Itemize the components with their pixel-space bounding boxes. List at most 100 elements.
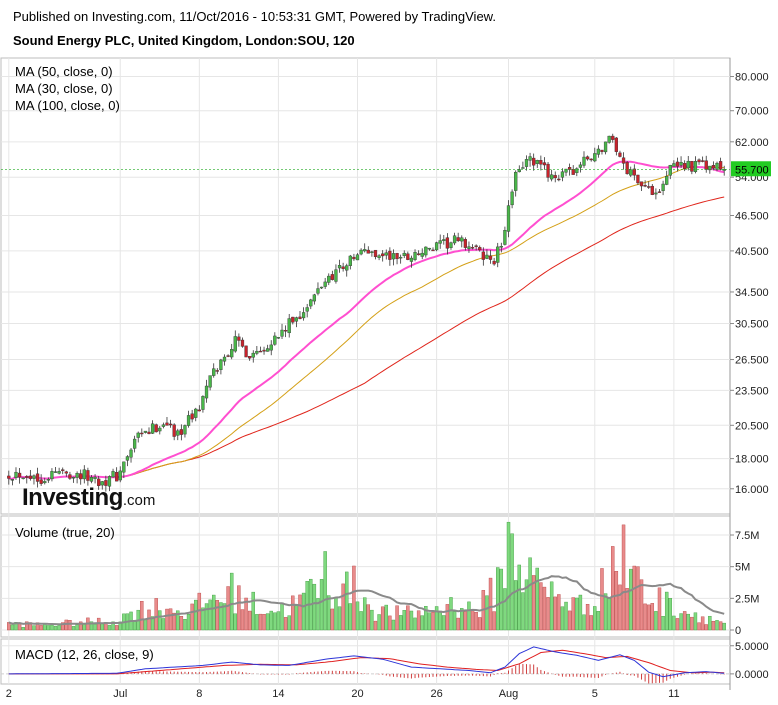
candle-body: [639, 181, 644, 187]
volume-bar: [521, 592, 525, 631]
candle-body: [395, 253, 399, 260]
candle-body: [64, 471, 68, 474]
volume-bar: [664, 591, 669, 631]
volume-bar: [718, 621, 723, 631]
volume-bar: [456, 617, 460, 631]
volume-bar: [204, 603, 209, 631]
candle-body: [46, 479, 50, 481]
candle-body: [309, 299, 313, 307]
volume-ma-line: [8, 575, 725, 626]
price-tick-label: 70.000: [735, 106, 769, 118]
volume-bar: [176, 610, 180, 631]
volume-bar: [424, 606, 428, 631]
candle-body: [276, 337, 281, 339]
volume-bar: [366, 604, 371, 631]
candle-body: [578, 164, 583, 168]
candle-body: [154, 424, 158, 433]
candle-body: [373, 249, 378, 258]
candle-body: [391, 253, 396, 260]
candle-body: [118, 470, 122, 481]
candle-body: [686, 160, 690, 169]
candle-body: [327, 275, 331, 283]
volume-bar: [345, 571, 349, 631]
volume-bar: [283, 617, 288, 631]
volume-bar: [319, 579, 324, 631]
candle-body: [370, 251, 374, 253]
volume-bar: [384, 604, 388, 631]
time-tick-label: 26: [430, 688, 442, 700]
candle-body: [589, 158, 593, 161]
volume-bar: [517, 564, 521, 631]
volume-tick-label: 2.5M: [735, 593, 759, 605]
published-caption: Published on Investing.com, 11/Oct/2016 …: [13, 9, 496, 24]
volume-bar: [571, 597, 575, 631]
candle-body: [542, 162, 547, 166]
volume-bar: [226, 586, 230, 631]
volume-bar: [265, 613, 270, 631]
candle-body: [287, 318, 291, 334]
volume-bar: [686, 613, 690, 631]
candle-body: [553, 175, 557, 179]
candle-body: [424, 246, 428, 256]
candle-body: [406, 253, 410, 260]
price-tick-label: 23.500: [735, 385, 769, 397]
candle-body: [345, 265, 349, 271]
candle-body: [524, 159, 529, 167]
candle-body: [258, 350, 263, 353]
candle-body: [53, 471, 58, 473]
volume-bar: [542, 586, 547, 631]
candle-body: [352, 256, 356, 260]
volume-bar: [229, 572, 234, 631]
price-tick-label: 62.000: [735, 137, 769, 149]
volume-bar: [111, 621, 115, 631]
candle-body: [330, 274, 334, 280]
volume-bar: [258, 613, 263, 631]
volume-bar: [337, 606, 342, 631]
candle-body: [158, 427, 162, 432]
candle-body: [348, 255, 352, 266]
candle-body: [176, 430, 180, 436]
candle-body: [614, 137, 618, 152]
candle-body: [57, 471, 61, 474]
volume-bar: [398, 615, 403, 631]
candle-body: [265, 348, 270, 352]
price-tick-label: 18.000: [735, 454, 769, 466]
volume-bar: [593, 606, 597, 631]
candle-body: [104, 480, 108, 486]
candle-body: [517, 169, 521, 173]
candle-body: [718, 161, 723, 170]
volume-bar: [704, 624, 708, 631]
candle-body: [363, 249, 367, 252]
volume-bar: [567, 610, 572, 631]
volume-bar: [650, 603, 655, 631]
volume-bar: [186, 614, 191, 631]
candle-body: [492, 260, 496, 265]
volume-bar: [600, 568, 604, 631]
price-tick-label: 40.500: [735, 246, 769, 258]
volume-bar: [233, 613, 237, 631]
candle-body: [323, 281, 327, 287]
volume-bar: [639, 579, 644, 631]
volume-bar: [377, 614, 381, 631]
candle-body: [107, 476, 112, 487]
candle-body: [140, 432, 144, 435]
volume-bar: [269, 610, 273, 631]
volume-bar: [291, 595, 295, 631]
volume-bar: [359, 611, 363, 631]
candle-body: [474, 245, 478, 247]
volume-bar: [32, 625, 36, 631]
candle-body: [86, 470, 90, 481]
time-tick-label: 20: [351, 688, 363, 700]
candle-body: [488, 255, 493, 260]
volume-bar: [578, 594, 583, 631]
volume-bar: [539, 582, 543, 631]
volume-bar: [528, 557, 532, 631]
volume-bar: [244, 597, 248, 631]
candle-body: [388, 250, 392, 260]
candle-body: [233, 336, 237, 352]
volume-bar: [406, 605, 410, 631]
volume-bar: [172, 612, 176, 631]
candle-body: [722, 169, 726, 171]
candle-body: [100, 481, 104, 486]
candle-body: [294, 317, 299, 322]
